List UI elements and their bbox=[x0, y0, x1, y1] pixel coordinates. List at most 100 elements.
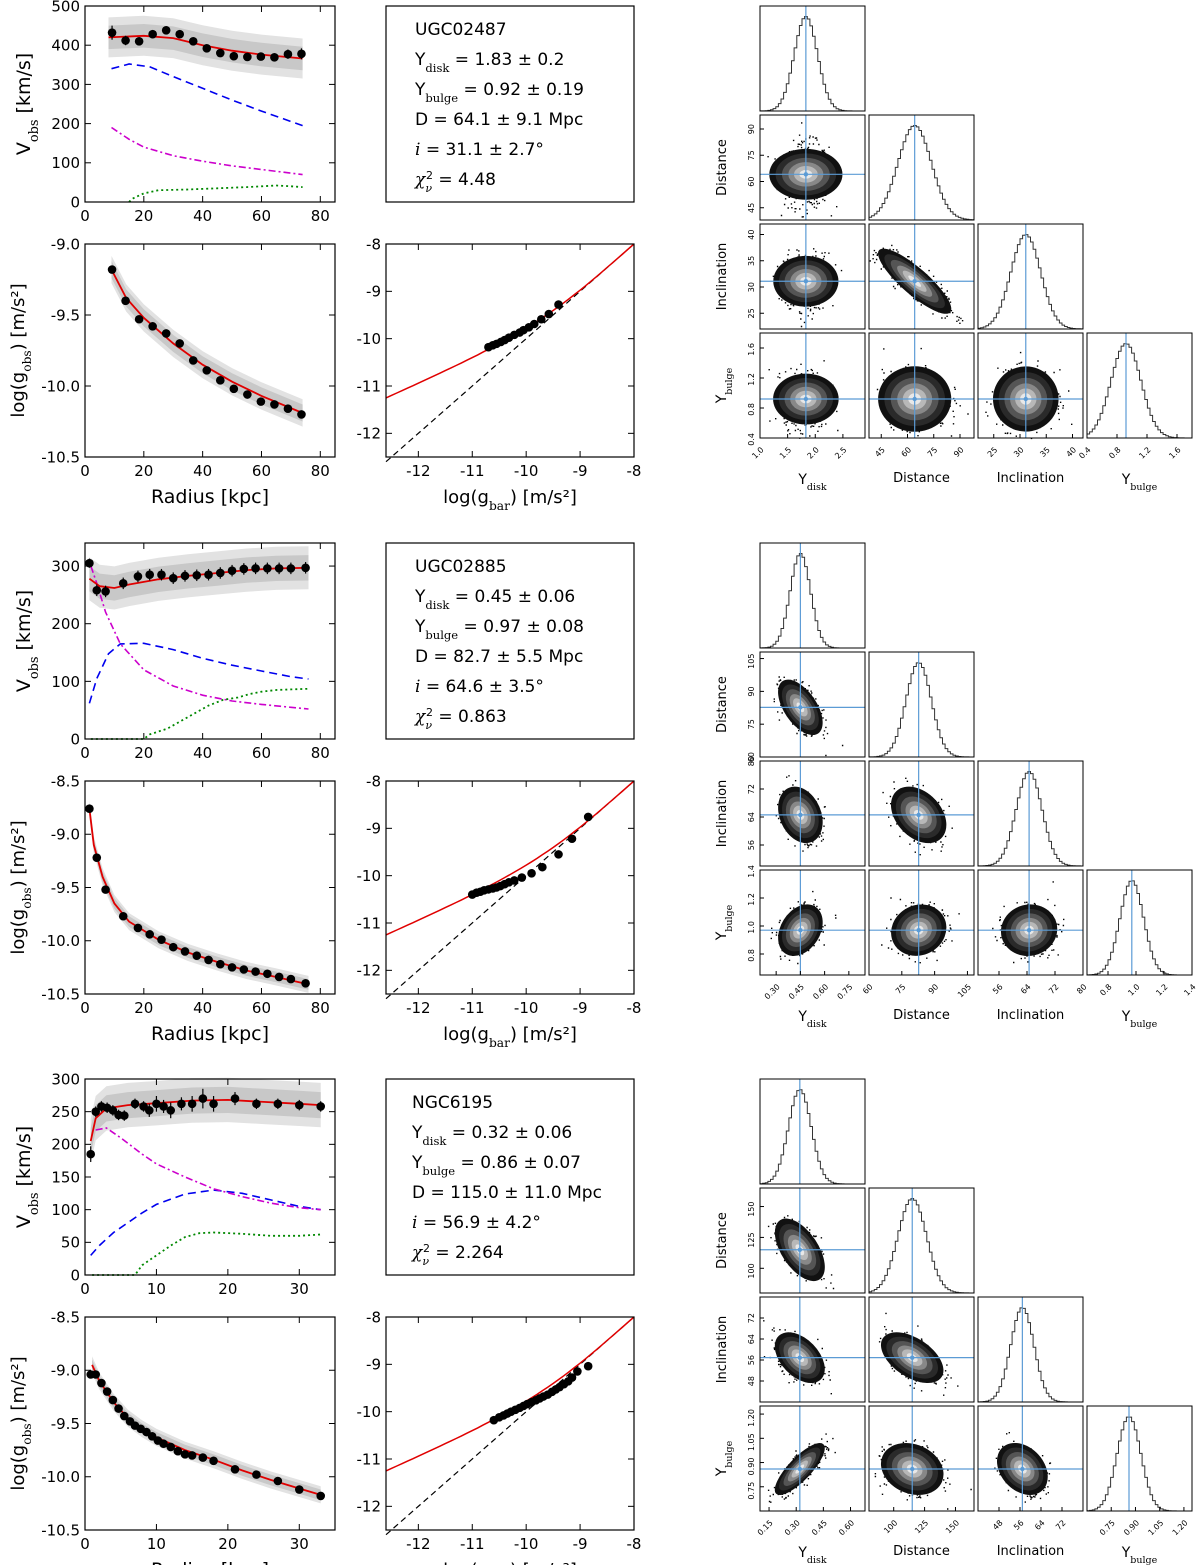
y-tick-label: -10.5 bbox=[41, 985, 80, 1003]
rar-fit-curve bbox=[385, 243, 635, 399]
info-distance: D = 115.0 ± 11.0 Mpc bbox=[412, 1183, 602, 1203]
corner-plot: 60 75 90 105 56 64 72 80 0.30 0.45 0.60 0.75 0.8 1.0 1… bbox=[714, 542, 1198, 1030]
corner-cell-1-0: 45 60 75 90 bbox=[747, 114, 866, 221]
truth-marker bbox=[912, 279, 917, 284]
y-tick-label: -9 bbox=[366, 283, 381, 301]
x-tick-label: 60 bbox=[252, 462, 271, 480]
y-tick-label: 0 bbox=[70, 193, 80, 211]
data-point bbox=[177, 1099, 186, 1109]
corner-cell-frame bbox=[759, 223, 866, 330]
truth-marker bbox=[803, 172, 809, 177]
corner-x-tick-label: 60 bbox=[861, 982, 875, 996]
info-distance: D = 82.7 ± 5.5 Mpc bbox=[415, 647, 583, 667]
x-tick-label: 0 bbox=[80, 744, 90, 762]
truth-marker bbox=[910, 1466, 915, 1472]
corner-x-tick-label: 2.5 bbox=[833, 445, 848, 460]
histogram bbox=[759, 553, 865, 649]
rar-plot: -12 -11 -10 -9 -8 -12 -11 -10 -9 -8 log(gbar) [m/s… bbox=[357, 1308, 642, 1565]
x-tick-label: -10 bbox=[514, 1535, 539, 1553]
x-tick-label: -11 bbox=[460, 1535, 485, 1553]
corner-x-tick-label: 1.5 bbox=[778, 445, 793, 460]
gas-curve bbox=[90, 687, 309, 740]
fit-curve bbox=[91, 1364, 321, 1496]
histogram bbox=[977, 234, 1083, 330]
truth-marker bbox=[1023, 396, 1028, 402]
rar-plot: -12 -11 -10 -9 -8 -12 -11 -10 -9 -8 log(gbar) [m/s… bbox=[357, 772, 642, 1050]
data-point bbox=[316, 1491, 326, 1501]
corner-cell-frame bbox=[759, 869, 866, 976]
data-point bbox=[159, 1102, 168, 1111]
truth-marker bbox=[916, 928, 921, 933]
corner-x-tick-label: 40 bbox=[1065, 445, 1079, 459]
y-tick-label: -9.0 bbox=[51, 1362, 80, 1380]
corner-y-tick-label: 72 bbox=[747, 1313, 756, 1323]
data-point bbox=[273, 1099, 283, 1109]
y-tick-label: 250 bbox=[51, 1103, 80, 1121]
acceleration-frame bbox=[84, 1316, 336, 1531]
data-point bbox=[294, 1100, 304, 1110]
corner-xlabel-2: Inclination bbox=[997, 1008, 1065, 1023]
acceleration-xlabel: Radius [kpc] bbox=[151, 1023, 269, 1045]
data-point bbox=[573, 1367, 582, 1376]
x-tick-label: -10 bbox=[514, 999, 539, 1017]
data-point bbox=[209, 1456, 218, 1466]
corner-cell-1-0: 100 125 150 bbox=[747, 1187, 866, 1294]
corner-cell-frame bbox=[868, 332, 975, 439]
y-tick-label: 200 bbox=[51, 1136, 80, 1154]
corner-cell-2-1 bbox=[868, 760, 975, 867]
corner-y-tick-label: 90 bbox=[747, 686, 756, 696]
corner-x-tick-label: 56 bbox=[991, 982, 1005, 996]
corner-x-tick-label: 105 bbox=[956, 982, 973, 999]
y-tick-label: -11 bbox=[357, 377, 382, 395]
data-point bbox=[294, 1485, 304, 1494]
rotation-curve-ylabel: Vobs [km/s] bbox=[13, 590, 42, 692]
data-point bbox=[274, 972, 284, 982]
data-point bbox=[270, 400, 279, 409]
data-point bbox=[118, 911, 128, 921]
corner-x-tick-label: 150 bbox=[944, 1518, 961, 1535]
histogram bbox=[868, 1198, 974, 1294]
data-point bbox=[567, 1373, 577, 1382]
corner-cell-3-3: 0.75 0.90 1.05 1.20 bbox=[1086, 1405, 1193, 1537]
corner-x-tick-label: 1.2 bbox=[1137, 445, 1152, 460]
corner-x-tick-label: 0.15 bbox=[756, 1518, 775, 1537]
x-tick-label: -12 bbox=[406, 999, 431, 1017]
histogram bbox=[759, 1089, 865, 1185]
y-tick-label: -9.0 bbox=[51, 826, 80, 844]
histogram bbox=[868, 125, 974, 221]
corner-cell-2-2 bbox=[977, 223, 1084, 330]
data-point bbox=[85, 804, 94, 813]
corner-x-tick-label: 1.0 bbox=[1126, 982, 1141, 997]
data-point bbox=[144, 1106, 154, 1115]
data-point bbox=[202, 366, 212, 375]
corner-cell-frame bbox=[868, 223, 975, 330]
y-tick-label: 300 bbox=[51, 1070, 80, 1088]
corner-cell-frame bbox=[977, 869, 1084, 976]
corner-cell-frame bbox=[1086, 869, 1193, 976]
corner-x-tick-label: 0.75 bbox=[836, 982, 855, 1001]
corner-cell-3-3: 0.8 1.0 1.2 1.4 bbox=[1086, 869, 1198, 998]
info-box: UGC02885 Υdisk = 0.45 ± 0.06 Υbulge = 0.97… bbox=[385, 542, 635, 740]
x-tick-label: 20 bbox=[134, 744, 153, 762]
corner-y-tick-label: 45 bbox=[747, 203, 756, 213]
x-tick-label: 0 bbox=[80, 1280, 90, 1298]
x-tick-label: -8 bbox=[627, 462, 642, 480]
x-tick-label: 20 bbox=[134, 999, 153, 1017]
data-point bbox=[134, 314, 144, 324]
rotation-curve-frame bbox=[84, 542, 336, 740]
x-tick-label: -11 bbox=[460, 999, 485, 1017]
y-tick-label: -10 bbox=[357, 867, 382, 885]
y-tick-label: 200 bbox=[51, 115, 80, 133]
corner-cell-frame bbox=[868, 1296, 975, 1403]
data-point bbox=[301, 563, 310, 573]
corner-cell-frame bbox=[868, 651, 975, 758]
y-tick-label: -9.5 bbox=[51, 1415, 80, 1433]
corner-x-tick-label: 35 bbox=[1038, 445, 1052, 459]
corner-y-tick-label: 75 bbox=[747, 150, 756, 160]
x-tick-label: 60 bbox=[252, 744, 271, 762]
x-tick-label: 60 bbox=[252, 207, 271, 225]
corner-cell-frame bbox=[759, 542, 866, 649]
data-point bbox=[168, 573, 178, 583]
data-point bbox=[108, 1395, 118, 1405]
